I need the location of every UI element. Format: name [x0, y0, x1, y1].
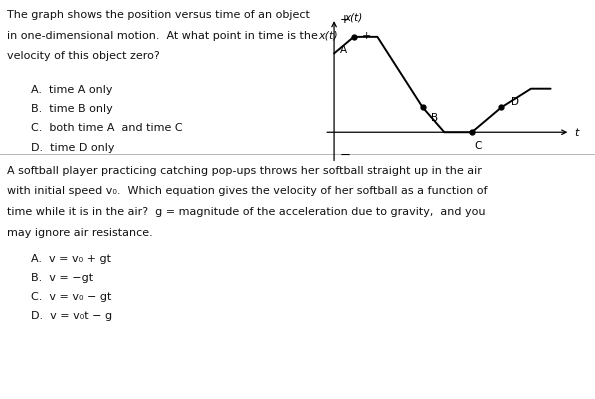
- Text: D.  time D only: D. time D only: [31, 142, 114, 152]
- Text: x(t): x(t): [318, 31, 338, 41]
- Text: D.  v = v₀t − g: D. v = v₀t − g: [31, 311, 112, 321]
- Text: A: A: [340, 45, 347, 55]
- Text: B: B: [431, 113, 438, 123]
- Text: may ignore air resistance.: may ignore air resistance.: [7, 228, 153, 238]
- Text: C: C: [474, 141, 481, 151]
- Text: B.  time B only: B. time B only: [31, 104, 112, 114]
- Text: in one-dimensional motion.  At what point in time is the: in one-dimensional motion. At what point…: [7, 31, 318, 41]
- Text: velocity of this object zero?: velocity of this object zero?: [7, 51, 160, 61]
- Text: A.  v = v₀ + gt: A. v = v₀ + gt: [31, 254, 111, 264]
- Text: +: +: [340, 14, 350, 26]
- Text: B.  v = −gt: B. v = −gt: [31, 273, 93, 283]
- Text: $t$: $t$: [574, 126, 581, 138]
- Text: A.  time A only: A. time A only: [31, 85, 112, 95]
- Text: −: −: [340, 148, 351, 162]
- Text: C.  both time A  and time C: C. both time A and time C: [31, 123, 183, 133]
- Text: D: D: [511, 97, 519, 107]
- Text: C.  v = v₀ − gt: C. v = v₀ − gt: [31, 292, 111, 302]
- Text: x(t): x(t): [344, 12, 362, 22]
- Text: The graph shows the position versus time of an object: The graph shows the position versus time…: [7, 10, 310, 20]
- Text: A softball player practicing catching pop-ups throws her softball straight up in: A softball player practicing catching po…: [7, 166, 482, 176]
- Text: time while it is in the air?  g = magnitude of the acceleration due to gravity, : time while it is in the air? g = magnitu…: [7, 207, 486, 217]
- Text: +: +: [362, 31, 371, 41]
- Text: with initial speed v₀.  Which equation gives the velocity of her softball as a f: with initial speed v₀. Which equation gi…: [7, 186, 488, 196]
